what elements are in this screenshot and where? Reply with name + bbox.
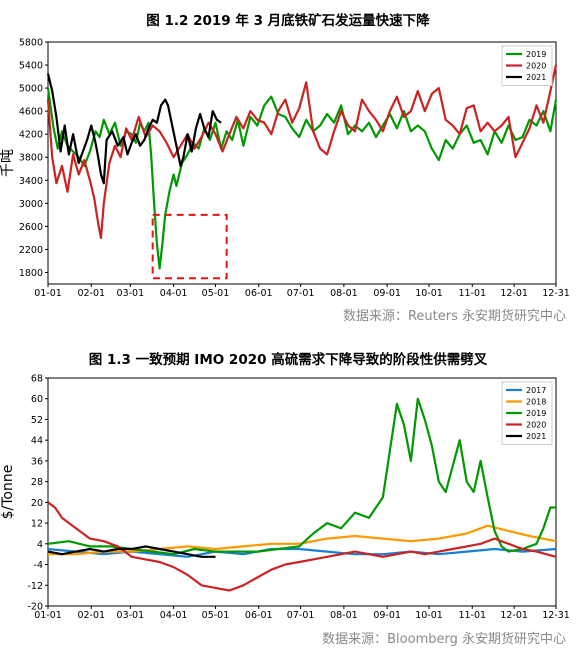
plot-frame xyxy=(47,377,557,607)
series-line-2020 xyxy=(47,501,557,592)
series-line-2018 xyxy=(48,524,557,556)
y-tick-label: -12 xyxy=(27,581,43,592)
series-line-2021 xyxy=(46,73,222,185)
x-tick-label: 12-01 xyxy=(500,288,528,299)
legend-label-2021: 2021 xyxy=(526,73,546,82)
y-tick-label: 36 xyxy=(31,456,43,467)
series-line-2019 xyxy=(46,87,558,270)
y-tick-label: 5400 xyxy=(19,61,43,72)
y-tick-label: 2200 xyxy=(19,245,43,256)
x-tick-label: 08-01 xyxy=(330,610,358,621)
x-tick-label: 01-01 xyxy=(34,288,62,299)
y-tick-label: 3000 xyxy=(19,199,43,210)
x-tick-label: 12-01 xyxy=(500,610,528,621)
y-axis-label: $/Tonne xyxy=(0,465,16,520)
chart-title-1: 图 1.2 2019 年 3 月底铁矿石发运量快速下降 xyxy=(146,13,430,29)
y-tick-label: 68 xyxy=(31,374,43,385)
x-tick-label: 02-01 xyxy=(77,610,105,621)
x-tick-label: 03-01 xyxy=(117,610,145,621)
legend-label-2021: 2021 xyxy=(526,432,546,441)
x-tick-label: 02-01 xyxy=(77,288,105,299)
y-tick-label: 28 xyxy=(31,477,43,488)
chart-panel-1: 图 1.2 2019 年 3 月底铁矿石发运量快速下降 1800 2200 2600… xyxy=(0,13,570,324)
x-tick-label: 08-01 xyxy=(330,288,358,299)
series-line-2021 xyxy=(47,545,216,558)
x-tick-label: 04-01 xyxy=(160,610,188,621)
x-tick-label: 05-01 xyxy=(202,610,230,621)
y-tick-label: 5000 xyxy=(19,84,43,95)
series-line-2019 xyxy=(47,397,556,556)
legend-box xyxy=(501,381,553,445)
y-tick-label: 3800 xyxy=(19,153,43,164)
x-tick-label: 10-01 xyxy=(415,610,443,621)
x-tick-label: 05-01 xyxy=(202,288,230,299)
x-tick-label: 07-01 xyxy=(287,288,315,299)
y-tick-label: 4200 xyxy=(19,130,43,141)
x-tick-label: 06-01 xyxy=(245,610,273,621)
trough-highlight-box xyxy=(151,213,228,280)
chart-source-2: 数据来源：Bloomberg 永安期货研究中心 xyxy=(322,632,566,647)
x-tick-label: 12-31 xyxy=(542,610,570,621)
x-tick-label: 07-01 xyxy=(287,610,315,621)
x-tick-label: 06-01 xyxy=(245,288,273,299)
line-chart-2: -20 -12 -4 4 12 20 28 36 44 52 60 68 01-01 02-01 03-01… xyxy=(0,374,570,622)
x-tick-label: 03-01 xyxy=(117,288,145,299)
legend-label-2020: 2020 xyxy=(526,62,546,71)
x-tick-label: 04-01 xyxy=(160,288,188,299)
x-tick-label: 09-01 xyxy=(373,288,401,299)
y-tick-label: 3400 xyxy=(19,176,43,187)
legend-label-2019: 2019 xyxy=(526,50,546,59)
line-chart-1: 1800 2200 2600 3000 3400 3800 4200 4600 5000 5400… xyxy=(0,38,570,300)
x-tick-label: 09-01 xyxy=(373,610,401,621)
legend-label-2020: 2020 xyxy=(526,421,546,430)
y-tick-label: 44 xyxy=(31,436,43,447)
chart-panel-2: 图 1.3 一致预期 IMO 2020 高硫需求下降导致的阶段性供需劈叉 -20… xyxy=(0,330,576,656)
chart-title-2: 图 1.3 一致预期 IMO 2020 高硫需求下降导致的阶段性供需劈叉 xyxy=(88,352,488,368)
x-tick-label: 12-31 xyxy=(542,288,570,299)
legend-label-2019: 2019 xyxy=(526,409,546,418)
series-line-2020 xyxy=(46,64,558,239)
y-tick-label: 20 xyxy=(31,498,43,509)
plot-frame xyxy=(47,41,557,285)
x-tick-label: 10-01 xyxy=(415,288,443,299)
x-tick-label: 11-01 xyxy=(458,610,486,621)
y-tick-label: 5800 xyxy=(19,38,43,49)
y-tick-label: 4600 xyxy=(19,107,43,118)
y-axis-label: 千吨 xyxy=(0,149,16,177)
y-tick-label: 4 xyxy=(37,539,43,550)
y-tick-label: 2600 xyxy=(19,222,43,233)
x-tick-label: 11-01 xyxy=(458,288,486,299)
y-tick-label: 52 xyxy=(31,415,43,426)
y-tick-label: 60 xyxy=(31,394,43,405)
y-tick-label: 12 xyxy=(31,519,43,530)
y-tick-label: 1800 xyxy=(19,268,43,279)
y-tick-label: -4 xyxy=(34,560,43,571)
legend-label-2018: 2018 xyxy=(526,398,546,407)
x-tick-label: 01-01 xyxy=(34,610,62,621)
legend-label-2017: 2017 xyxy=(526,386,546,395)
chart-source-1: 数据来源：Reuters 永安期货研究中心 xyxy=(342,309,566,324)
y-tick-label: -20 xyxy=(27,602,43,613)
